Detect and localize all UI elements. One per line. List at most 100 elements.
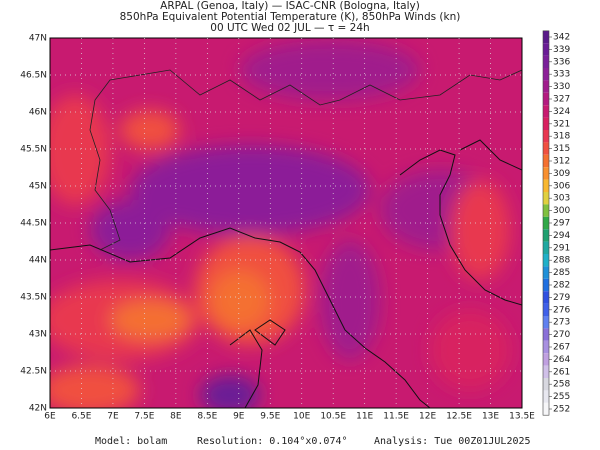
- lon-label: 13.5E: [509, 412, 535, 422]
- lat-label: 44.5N: [20, 219, 47, 229]
- colorbar-swatch: [543, 192, 549, 205]
- colorbar-swatch: [543, 204, 549, 217]
- colorbar-label: 258: [553, 380, 570, 390]
- colorbar-swatch: [543, 378, 549, 391]
- colorbar-swatch: [543, 142, 549, 155]
- lon-label: 12E: [419, 412, 436, 422]
- colorbar-swatch: [543, 303, 549, 316]
- colorbar-swatch: [543, 130, 549, 143]
- colorbar-swatch: [543, 241, 549, 254]
- colorbar-swatch: [543, 92, 549, 106]
- lat-label: 45.5N: [20, 145, 47, 155]
- colorbar-label: 324: [553, 107, 570, 117]
- lon-label: 8E: [170, 412, 182, 422]
- footer-resolution: Resolution: 0.104°x0.074°: [197, 436, 348, 447]
- colorbar-label: 318: [553, 132, 570, 142]
- colorbar: 342 339 336 333 330 327 324 321 318 315 312 309 306 3…: [542, 30, 570, 416]
- colorbar-swatch: [543, 43, 549, 56]
- colorbar-label: 288: [553, 256, 570, 266]
- colorbar-swatch: [543, 30, 549, 44]
- colorbar-swatch: [543, 353, 549, 366]
- colorbar-label: 327: [553, 95, 570, 105]
- colorbar-label: 342: [553, 33, 570, 43]
- title-line: 00 UTC Wed 02 JUL — τ = 24h: [210, 22, 369, 34]
- lat-label: 47N: [29, 34, 47, 44]
- colorbar-label: 255: [553, 392, 570, 402]
- colorbar-label: 321: [553, 119, 570, 129]
- colorbar-label: 336: [553, 57, 570, 67]
- lon-label: 6.5E: [71, 412, 91, 422]
- lat-label: 42N: [29, 404, 47, 414]
- colorbar-label: 252: [553, 405, 570, 415]
- colorbar-label: 297: [553, 219, 570, 229]
- colorbar-swatch: [543, 216, 549, 230]
- colorbar-label: 279: [553, 293, 570, 303]
- colorbar-swatch: [543, 229, 549, 242]
- map-field: [50, 38, 522, 408]
- lat-label: 42.5N: [20, 367, 47, 377]
- axis-labels: 47N 46.5N 46N 45.5N 45N 44.5N 44N 43.5N 43N 42.5N…: [20, 34, 535, 422]
- lon-label: 7E: [107, 412, 119, 422]
- colorbar-swatch: [543, 278, 549, 292]
- colorbar-label: 285: [553, 268, 570, 278]
- colorbar-swatch: [543, 365, 549, 378]
- colorbar-swatch: [543, 266, 549, 279]
- colorbar-label: 330: [553, 82, 570, 92]
- colorbar-label: 267: [553, 343, 570, 353]
- colorbar-swatch: [543, 328, 549, 341]
- colorbar-label: 276: [553, 305, 570, 315]
- borders: [89, 69, 522, 251]
- lat-label: 46.5N: [20, 71, 47, 81]
- colorbar-swatch: [543, 254, 549, 267]
- colorbar-label: 264: [553, 355, 570, 365]
- field-patches: [50, 40, 510, 408]
- colorbar-label: 315: [553, 144, 570, 154]
- lon-label: 10.5E: [320, 412, 346, 422]
- footer-analysis: Analysis: Tue 00Z01JUL2025: [374, 436, 531, 447]
- colorbar-swatch: [543, 316, 549, 329]
- colorbar-swatch: [543, 167, 549, 180]
- lat-label: 43.5N: [20, 293, 47, 303]
- title-line: 850hPa Equivalent Potential Temperature …: [120, 11, 461, 23]
- footer-model: Model: bolam: [95, 436, 167, 447]
- colorbar-swatch: [543, 390, 549, 403]
- colorbar-swatch: [543, 105, 549, 118]
- lat-label: 46N: [29, 108, 47, 118]
- colorbar-frame: [542, 30, 550, 416]
- colorbar-label: 291: [553, 243, 570, 253]
- lon-label: 8.5E: [197, 412, 217, 422]
- colorbar-label: 309: [553, 169, 570, 179]
- colorbar-swatch: [543, 340, 549, 354]
- colorbar-swatch: [543, 402, 549, 416]
- lon-label: 9E: [233, 412, 245, 422]
- colorbar-label: 261: [553, 367, 570, 377]
- colorbar-label: 270: [553, 330, 570, 340]
- lon-label: 7.5E: [134, 412, 154, 422]
- colorbar-label: 273: [553, 318, 570, 328]
- colorbar-swatch: [543, 68, 549, 81]
- colorbar-swatch: [543, 291, 549, 304]
- lat-label: 44N: [29, 256, 47, 266]
- lon-label: 6E: [44, 412, 56, 422]
- colorbar-label: 300: [553, 206, 570, 216]
- colorbar-swatch: [543, 179, 549, 192]
- lon-label: 11E: [356, 412, 373, 422]
- colorbar-swatch: [543, 80, 549, 93]
- colorbar-label: 312: [553, 157, 570, 167]
- colorbar-swatch: [543, 154, 549, 168]
- colorbar-label: 282: [553, 281, 570, 291]
- coastlines: [50, 139, 522, 408]
- lon-label: 11.5E: [383, 412, 409, 422]
- lon-label: 10E: [293, 412, 310, 422]
- lon-label: 12.5E: [446, 412, 472, 422]
- colorbar-label: 333: [553, 70, 570, 80]
- lon-label: 9.5E: [260, 412, 280, 422]
- colorbar-label: 294: [553, 231, 570, 241]
- lon-label: 13E: [482, 412, 499, 422]
- colorbar-swatch: [543, 117, 549, 130]
- lat-label: 43N: [29, 330, 47, 340]
- colorbar-label: 306: [553, 181, 570, 191]
- lat-label: 45N: [29, 182, 47, 192]
- graticule: [50, 38, 522, 408]
